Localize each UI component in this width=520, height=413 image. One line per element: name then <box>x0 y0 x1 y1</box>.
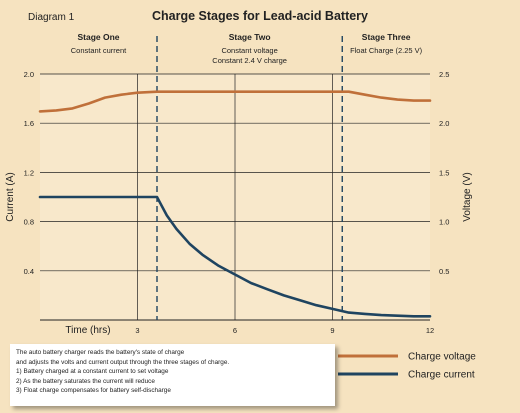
axis-ticks: 2.0 1.6 1.2 0.8 0.4 2.5 2.0 1.5 1.0 0.5 3 6 9 12 <box>24 70 450 335</box>
x-tick-label: 9 <box>330 326 334 335</box>
legend: Charge voltage Charge current <box>338 352 476 381</box>
legend-label: Charge current <box>408 370 475 381</box>
stage-title: Stage Three <box>362 32 411 42</box>
x-tick-label: 12 <box>426 326 434 335</box>
notes-box: The auto battery charger reads the batte… <box>10 344 335 406</box>
stage-subtitle: Constant voltage <box>221 46 277 55</box>
y-right-tick-label: 1.5 <box>439 168 449 177</box>
y-left-tick-label: 0.4 <box>24 267 34 276</box>
notes-intro-line-2: and adjusts the volts and current output… <box>16 358 230 366</box>
legend-label: Charge voltage <box>408 352 476 363</box>
y-left-tick-label: 1.6 <box>24 119 34 128</box>
x-axis-label: Time (hrs) <box>65 325 110 336</box>
notes-item-1: 1) Battery charged at a constant current… <box>16 368 169 375</box>
stage-headers: Stage One Constant current Stage Two Consta… <box>71 32 423 65</box>
series-line <box>38 90 432 113</box>
stage-subtitle: Float Charge (2.25 V) <box>350 46 423 55</box>
series-group <box>38 90 432 318</box>
notes-intro-line-1: The auto battery charger reads the batte… <box>16 349 185 356</box>
series-line <box>38 195 432 318</box>
chart-title: Charge Stages for Lead-acid Battery <box>152 9 368 23</box>
y-right-tick-label: 0.5 <box>439 267 449 276</box>
y-axis-left-label: Current (A) <box>5 172 16 221</box>
y-axis-right-label: Voltage (V) <box>462 172 473 221</box>
stage-title: Stage One <box>77 32 119 42</box>
stage-title: Stage Two <box>229 32 271 42</box>
y-right-tick-label: 1.0 <box>439 218 449 227</box>
diagram-label: Diagram 1 <box>28 12 75 23</box>
x-tick-label: 3 <box>135 326 139 335</box>
y-left-tick-label: 0.8 <box>24 218 34 227</box>
notes-item-3: 3) Float charge compensates for battery … <box>16 387 171 394</box>
y-left-tick-label: 2.0 <box>24 70 34 79</box>
notes-item-2: 2) As the battery saturates the current … <box>16 377 155 385</box>
y-left-tick-label: 1.2 <box>24 168 34 177</box>
y-right-tick-label: 2.0 <box>439 119 449 128</box>
stage-subtitle: Constant current <box>71 46 127 55</box>
x-tick-label: 6 <box>233 326 237 335</box>
y-right-tick-label: 2.5 <box>439 70 449 79</box>
stage-subtitle: Constant 2.4 V charge <box>212 56 287 65</box>
stage-dividers <box>156 36 343 320</box>
